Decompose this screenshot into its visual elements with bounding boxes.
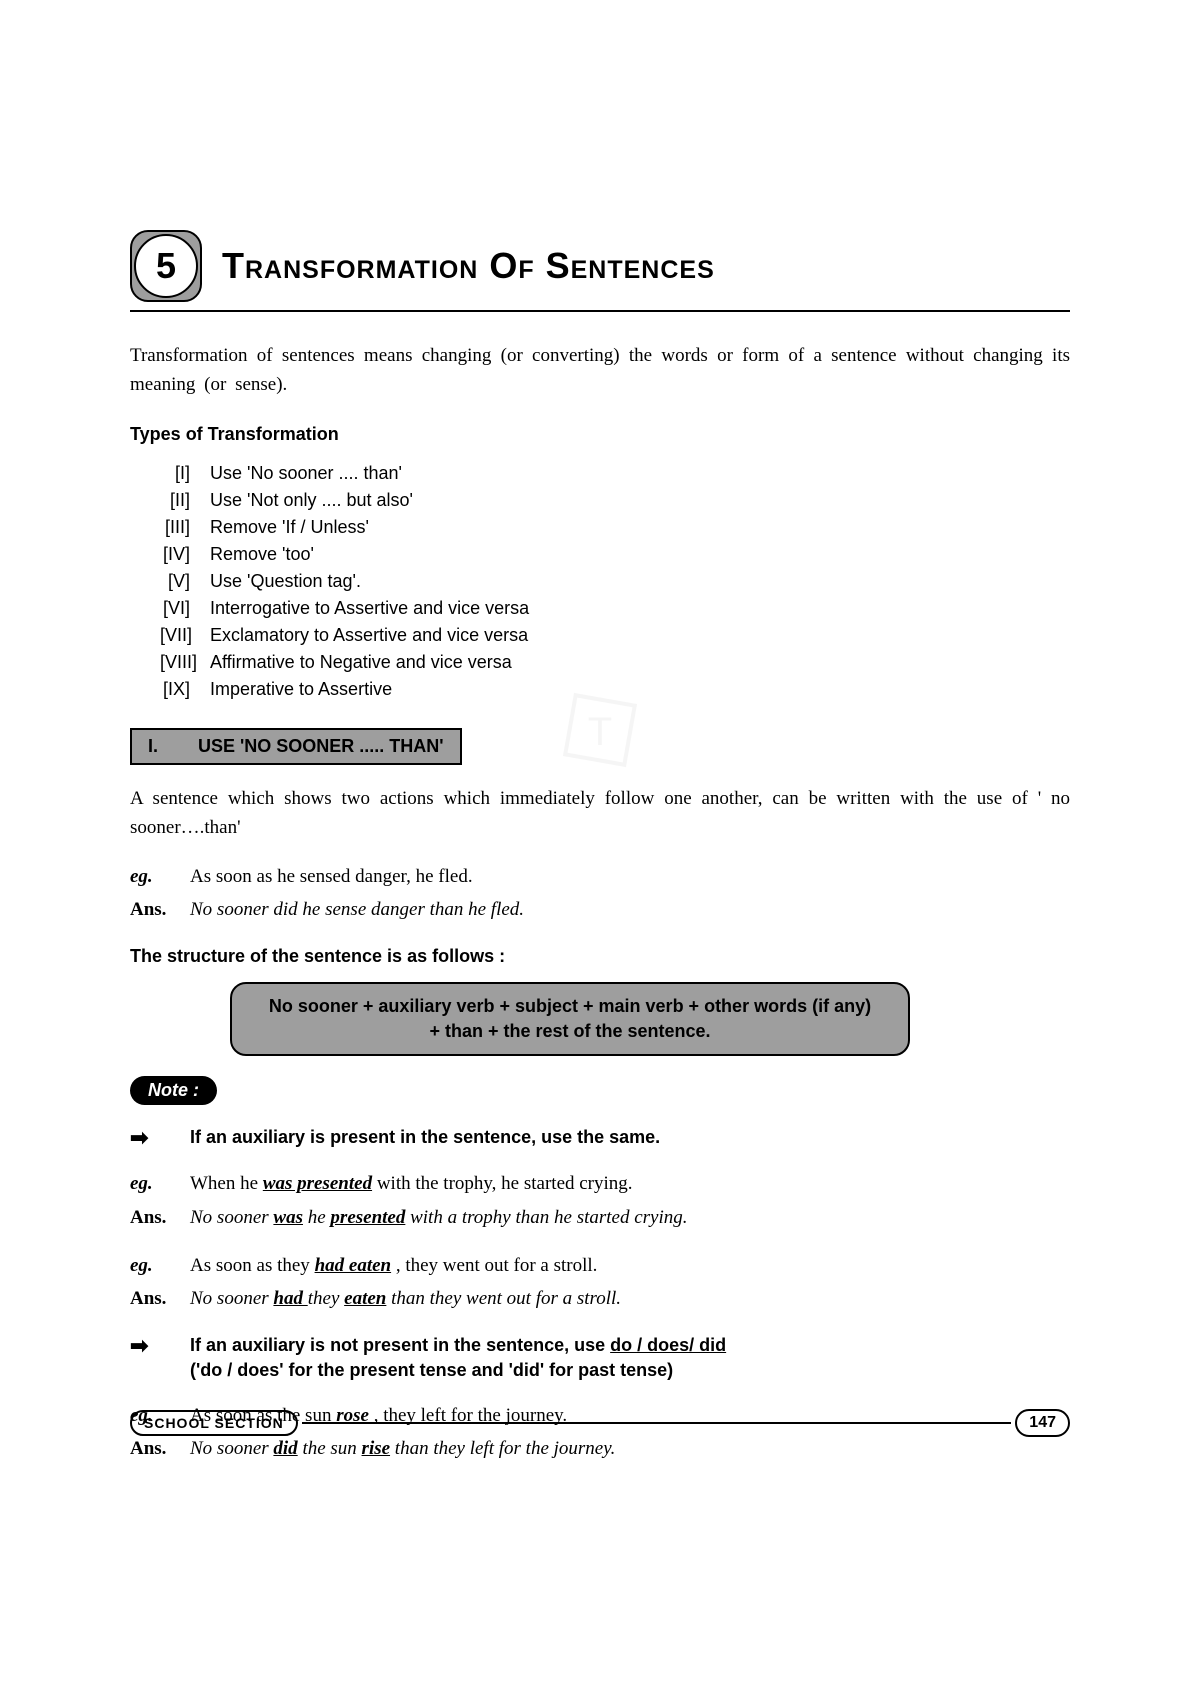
type-item: [IX]Imperative to Assertive <box>160 676 1070 703</box>
footer-rule <box>302 1422 1012 1424</box>
structure-intro: The structure of the sentence is as foll… <box>130 946 1070 967</box>
structure-box: No sooner + auxiliary verb + subject + m… <box>230 982 910 1056</box>
bullet-1: ➡ If an auxiliary is present in the sent… <box>130 1125 1070 1151</box>
chapter-number: 5 <box>134 234 198 298</box>
chapter-title: Transformation Of Sentences <box>222 245 715 287</box>
page-number: 147 <box>1015 1409 1070 1437</box>
type-item: [III]Remove 'If / Unless' <box>160 514 1070 541</box>
section-desc: A sentence which shows two actions which… <box>130 785 1070 842</box>
type-item: [V]Use 'Question tag'. <box>160 568 1070 595</box>
page-content: 5 Transformation Of Sentences Transforma… <box>0 0 1200 1583</box>
types-title: Types of Transformation <box>130 424 1070 445</box>
chapter-number-box: 5 <box>130 230 202 302</box>
type-item: [I]Use 'No sooner .... than' <box>160 460 1070 487</box>
example-1: eg.As soon as he sensed danger, he fled.… <box>130 862 1070 926</box>
type-item: [VII]Exclamatory to Assertive and vice v… <box>160 622 1070 649</box>
note-badge: Note : <box>130 1076 217 1105</box>
arrow-icon: ➡ <box>130 1125 190 1151</box>
type-item: [IV]Remove 'too' <box>160 541 1070 568</box>
example-2: eg.When he was presented with the trophy… <box>130 1169 1070 1233</box>
footer-section-label: SCHOOL SECTION <box>130 1410 298 1436</box>
chapter-header: 5 Transformation Of Sentences <box>130 230 1070 312</box>
type-item: [VI]Interrogative to Assertive and vice … <box>160 595 1070 622</box>
bullet-2: ➡ If an auxiliary is not present in the … <box>130 1333 1070 1383</box>
example-3: eg.As soon as they had eaten , they went… <box>130 1251 1070 1315</box>
intro-text: Transformation of sentences means changi… <box>130 342 1070 399</box>
type-item: [VIII]Affirmative to Negative and vice v… <box>160 649 1070 676</box>
arrow-icon: ➡ <box>130 1333 190 1383</box>
section-header: I.USE 'NO SOONER ..... THAN' <box>130 728 462 765</box>
type-item: [II]Use 'Not only .... but also' <box>160 487 1070 514</box>
types-list: [I]Use 'No sooner .... than' [II]Use 'No… <box>160 460 1070 703</box>
page-footer: SCHOOL SECTION 147 <box>130 1409 1070 1437</box>
